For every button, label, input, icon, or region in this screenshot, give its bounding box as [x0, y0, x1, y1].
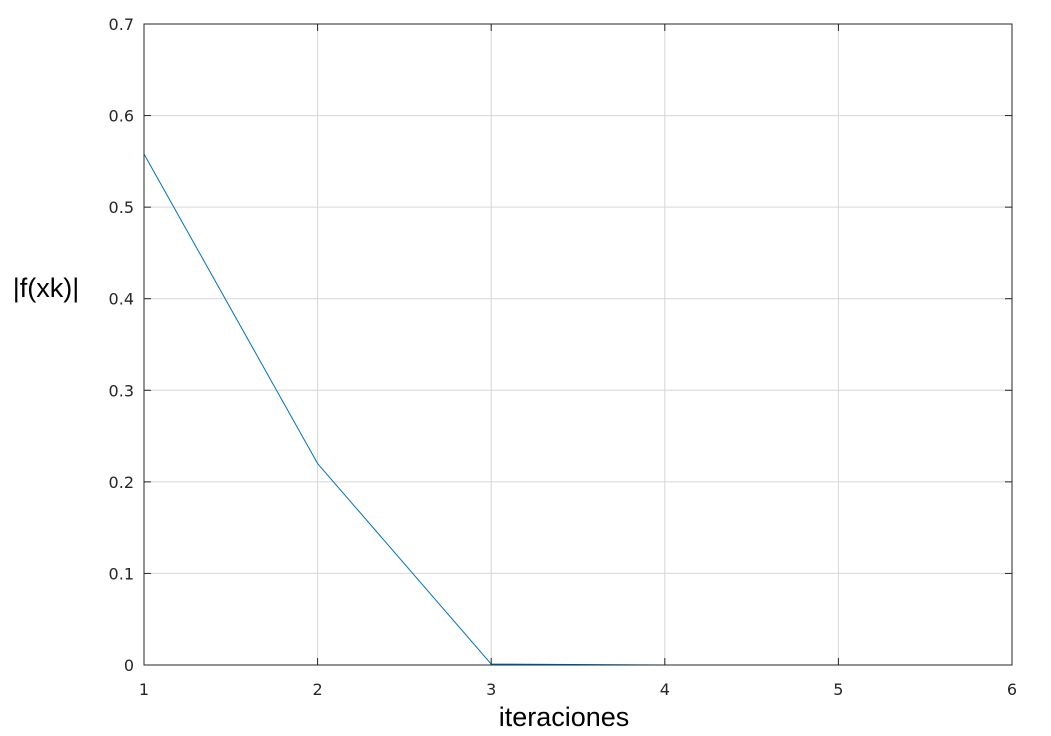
- y-tick-label: 0: [124, 656, 134, 675]
- y-tick-labels: 0 0.1 0.2 0.3 0.4 0.5 0.6 0.7: [109, 15, 134, 675]
- y-axis-label: |f(xk)|: [13, 273, 80, 303]
- x-tick-labels: 1 2 3 4 5 6: [139, 680, 1017, 699]
- y-tick-label: 0.5: [109, 198, 134, 217]
- y-tick-label: 0.6: [109, 107, 134, 126]
- y-tick-label: 0.3: [109, 381, 134, 400]
- grid: [144, 24, 1012, 665]
- y-tick-label: 0.1: [109, 564, 134, 583]
- plot-area: [143, 23, 1013, 666]
- x-tick-label: 5: [833, 680, 843, 699]
- y-tick-label: 0.2: [109, 473, 134, 492]
- x-tick-label: 6: [1007, 680, 1017, 699]
- tick-marks: [143, 23, 1013, 666]
- x-tick-label: 1: [139, 680, 149, 699]
- x-tick-label: 4: [660, 680, 670, 699]
- x-tick-label: 2: [313, 680, 323, 699]
- x-tick-label: 3: [486, 680, 496, 699]
- axes-background: [144, 24, 1012, 665]
- x-axis-label: iteraciones: [499, 702, 630, 732]
- axes-box: [143, 23, 1013, 666]
- y-tick-label: 0.4: [109, 290, 134, 309]
- y-tick-label: 0.7: [109, 15, 134, 34]
